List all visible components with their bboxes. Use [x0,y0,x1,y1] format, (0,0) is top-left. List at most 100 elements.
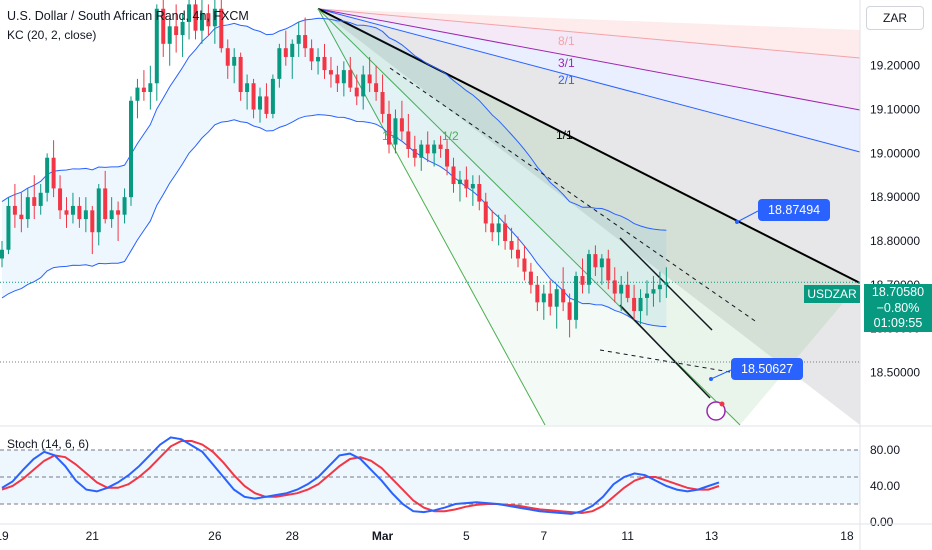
candle-body [161,8,166,44]
flag-anchor-lower [709,377,713,381]
candle-body [212,8,217,27]
time-tick-label: 11 [621,529,634,543]
candle-body [167,26,172,44]
candle-body [225,48,230,66]
time-tick-label: 13 [705,529,719,543]
candle-body [586,254,591,285]
candle-body [483,201,488,224]
candle-body [599,258,604,268]
candle-body [567,302,572,320]
candle-body [154,8,159,84]
candle-body [174,26,179,36]
candle-body [432,144,437,154]
chart-title: U.S. Dollar / South African Rand, 4h, FX… [7,9,249,23]
candle-body [6,205,11,250]
candle-body [509,240,514,250]
gann-line-1-1 [317,7,861,284]
candle-body [516,249,520,259]
candle-body [12,205,17,215]
flag-anchor-upper [735,220,739,224]
price-tick-label: 18.80000 [870,234,920,248]
candle-body [522,258,527,272]
candle-body [419,144,424,158]
candle-body [619,284,624,294]
time-tick-label: 5 [463,529,470,543]
candle-body [554,289,559,307]
stoch-tick-label: 40.00 [870,479,900,493]
candle-body [309,48,314,62]
candle-body [393,118,398,145]
candle-body [296,35,301,44]
time-tick-label: 21 [86,529,100,543]
candle-body [187,4,192,22]
gann-line-3-1 [317,8,861,111]
kc-upper [1,17,667,231]
last-price-box: 18.70580 −0.80% 01:09:55 [864,284,932,332]
currency-button[interactable]: ZAR [866,6,924,30]
candle-body [406,131,411,149]
candle-body [657,284,662,290]
gann-line-2-1 [317,8,861,153]
candle-body [83,210,88,220]
bar-countdown: 01:09:55 [873,316,923,330]
gann-fan-sector [318,8,860,426]
gann-line-8-1 [318,8,861,59]
candle-body [277,48,282,79]
candle-body [64,210,69,215]
candle-body [251,83,256,110]
candle-body [135,87,140,101]
candle-body [464,179,469,189]
candle-body [328,70,333,75]
candle-body [103,188,108,220]
price-flag-lower: 18.50627 [731,358,804,380]
candle-body [425,144,430,154]
stoch-d-line [1,440,720,515]
price-tick-label: 18.90000 [870,190,920,204]
candle-body [45,157,50,193]
time-tick-label: 28 [286,529,300,543]
symbol-tag: USDZAR [804,285,860,303]
gann-label: 3/1 [558,56,575,70]
candle-body [38,192,43,206]
time-tick-label: Mar [372,529,394,543]
candle-body [25,197,30,220]
candle-body [438,144,443,149]
candle-body [361,74,366,97]
candle-body [116,210,121,215]
stoch-k-line [1,436,720,515]
candle-body [70,205,75,215]
candle-body [219,8,224,49]
candle-body [451,166,456,185]
candle-body [32,197,37,206]
candle-body [367,74,372,84]
candle-body [322,56,327,71]
gann-label: 8/1 [558,34,575,48]
candle-body [651,289,656,294]
candle-body [245,83,250,93]
candle-body [548,293,553,307]
candle-body [180,21,185,36]
candle-body [580,276,585,285]
candle-body [0,249,4,259]
candle-body [264,96,269,114]
flag-leader-upper [736,210,759,223]
candle-body [58,188,63,211]
gann-label: 1/2 [442,129,459,143]
gann-line-1-4 [317,8,546,426]
candle-body [122,197,127,215]
candle-body [606,258,611,281]
candle-body [477,184,482,202]
candle-body [348,70,353,88]
candle-body [625,284,630,298]
candle-body [258,96,262,110]
candle-body [199,13,204,31]
time-tick-label: 26 [208,529,222,543]
candle-body [445,148,450,167]
candle-body [645,293,649,298]
candle-body [664,282,669,285]
flag-leader-lower [710,369,732,380]
event-icon [706,401,726,421]
channel-dash-upper [389,67,759,324]
candle-body [399,118,404,132]
